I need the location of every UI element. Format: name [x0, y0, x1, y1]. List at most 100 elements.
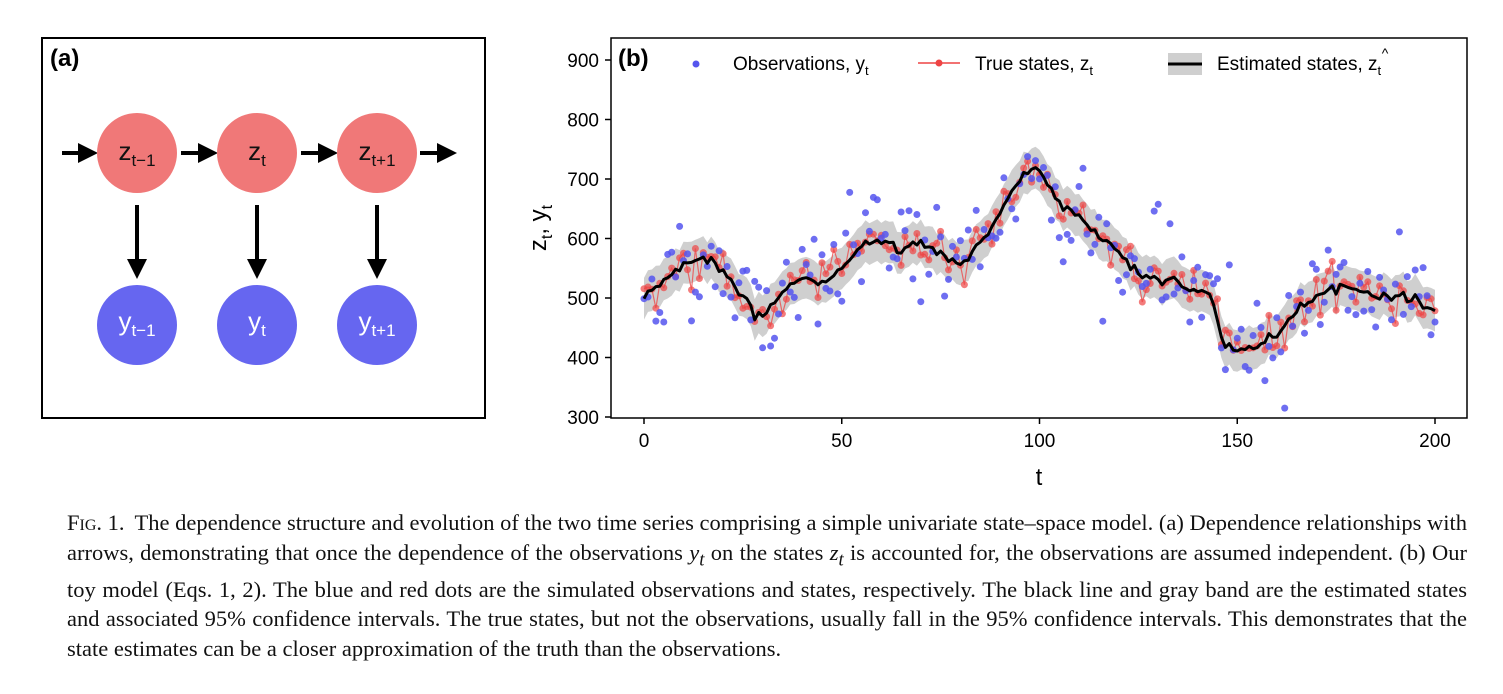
x-tick-label: 150 [1221, 431, 1253, 452]
plot-frame [610, 37, 1468, 419]
observation-point [976, 263, 984, 271]
observation-point [656, 309, 664, 316]
true-state-point [1352, 298, 1360, 306]
true-state-point [814, 294, 822, 301]
panel-b: (b) 300 400 500 600 700 800 900 0 50 100 150 200 t… [525, 37, 1468, 491]
observation-point [1277, 348, 1285, 356]
true-state-point [1257, 331, 1265, 339]
observation-point [1308, 260, 1316, 268]
true-state-point [921, 250, 929, 258]
state-label: zt [248, 136, 266, 170]
observation-point [1423, 292, 1431, 300]
true-state-point [1127, 242, 1134, 250]
true-state-point [1040, 183, 1047, 191]
observation-point [893, 255, 901, 263]
observation-point [1253, 299, 1261, 307]
observation-point [1348, 293, 1356, 301]
observation-point [1087, 249, 1095, 257]
observation-point [688, 317, 695, 325]
observation-point [1099, 317, 1107, 325]
observation-point [1364, 268, 1372, 275]
obs-circle [337, 285, 417, 365]
observation-point [949, 242, 956, 250]
true-state-point [933, 239, 941, 247]
true-state-point [1320, 277, 1328, 285]
observation-point [1225, 261, 1233, 269]
true-state-point [1419, 311, 1427, 319]
observation-point [695, 293, 703, 301]
observation-point [1356, 279, 1364, 287]
observation-point [1237, 325, 1245, 333]
state-label: zt+1 [358, 136, 395, 170]
observation-point [1281, 404, 1289, 412]
true-state-point [960, 281, 968, 289]
observation-point [838, 297, 846, 305]
observation-point [1380, 286, 1388, 294]
observation-point [1407, 303, 1415, 311]
observation-point [767, 342, 775, 350]
caption-y-sub: t [699, 549, 705, 570]
observation-point [972, 206, 980, 214]
true-state-point [782, 295, 790, 303]
observation-point [1198, 313, 1206, 321]
observation-point [862, 209, 869, 217]
observation-point [1130, 255, 1138, 263]
true-state-point [822, 270, 830, 278]
observation-point [1146, 265, 1154, 273]
x-tick-label: 0 [639, 431, 650, 452]
observation-point [1170, 290, 1178, 298]
observation-point [1249, 332, 1257, 339]
observation-point [1091, 240, 1099, 248]
observation-point [858, 278, 865, 286]
true-state-point [786, 271, 794, 279]
observation-point [1391, 280, 1399, 288]
observation-point [1075, 183, 1083, 190]
caption-text-2: on the states [704, 539, 830, 565]
estimated-states-series [642, 166, 1436, 353]
confidence-band [644, 146, 1435, 372]
true-state-point [1138, 298, 1146, 306]
observation-point [818, 251, 826, 259]
observation-point [897, 208, 905, 216]
observation-point [771, 334, 778, 342]
true-state-point [1186, 295, 1194, 303]
observations-series [640, 153, 1439, 412]
observation-point [941, 292, 949, 300]
true-state-point [1328, 257, 1336, 265]
true-state-point [1063, 198, 1071, 205]
observation-point [1206, 272, 1214, 280]
true-state-point [1356, 273, 1364, 281]
true-state-point [1178, 271, 1186, 278]
figure-caption: Fig. 1. The dependence structure and evol… [67, 508, 1467, 663]
observation-point [1119, 288, 1127, 296]
y-axis: 300 400 500 600 700 800 900 [567, 51, 611, 429]
observation-point [1411, 266, 1419, 274]
observation-point [703, 262, 711, 270]
caption-z-sub: t [838, 549, 844, 570]
observation-point [648, 275, 656, 283]
true-state-point [830, 246, 838, 253]
observation-point [1395, 228, 1403, 236]
observation-point [1399, 310, 1407, 318]
observation-point [723, 263, 731, 270]
observation-point [1285, 292, 1293, 299]
y-tick-label: 300 [567, 408, 599, 429]
observation-point [794, 314, 802, 321]
observation-point [1055, 234, 1063, 242]
observation-point [672, 273, 680, 281]
true-state-point [723, 282, 731, 290]
x-axis: 0 50 100 150 200 [639, 418, 1451, 452]
x-tick-label: 200 [1419, 431, 1451, 452]
observation-point [996, 228, 1004, 236]
observation-point [778, 279, 786, 287]
observation-point [842, 229, 850, 237]
observation-point [850, 241, 858, 249]
observation-point [1063, 230, 1071, 238]
legend-true-label: True states, zt [975, 54, 1093, 78]
observation-point [1024, 153, 1032, 161]
panel-a: (a) zt−1 zt zt+1 yt−1 yt [41, 37, 486, 419]
observation-point [1372, 323, 1380, 331]
true-state-point [937, 227, 945, 235]
observation-point [715, 247, 723, 255]
true-state-point [1170, 269, 1178, 277]
